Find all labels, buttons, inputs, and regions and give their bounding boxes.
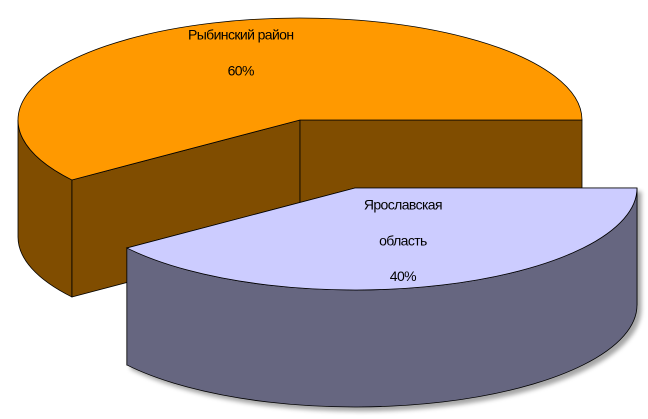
slice-label: Рыбинский район: [188, 27, 294, 43]
slice-value-label: 40%: [390, 268, 416, 284]
slice-value-label: 60%: [228, 63, 254, 79]
slice: [125, 187, 638, 408]
labels: Рыбинский район 60% Ярославская область 40%: [188, 27, 443, 284]
slice-top: [17, 17, 583, 181]
slice-top: [125, 187, 638, 291]
label-line: Ярославская: [364, 196, 442, 212]
pie: [17, 17, 638, 408]
label-line: область: [379, 232, 427, 248]
slice-label: Ярославская область: [364, 196, 442, 248]
